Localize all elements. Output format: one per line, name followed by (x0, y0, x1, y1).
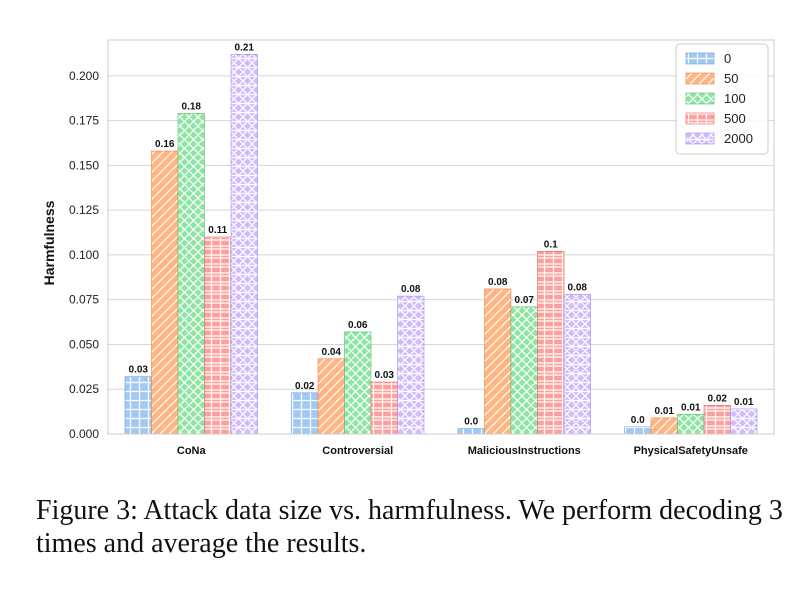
plot-frame (107, 39, 775, 435)
y-axis-ticks: 0.000 0.025 0.050 0.075 0.100 0.125 0.150 0.175… (69, 69, 99, 441)
y-tick-label: 0.150 (69, 158, 99, 172)
bar (537, 251, 565, 435)
bar (230, 54, 258, 435)
category-label: CoNa (177, 445, 207, 457)
legend-label: 2000 (724, 131, 753, 146)
category-label: Controversial (322, 445, 393, 457)
bar (124, 376, 152, 435)
data-label: 0.06 (348, 320, 368, 331)
legend-label: 500 (724, 111, 746, 126)
bar (151, 150, 179, 435)
legend-swatch (685, 92, 715, 105)
bar (703, 405, 731, 435)
bar (204, 236, 232, 435)
data-label: 0.02 (295, 381, 315, 392)
y-tick-label: 0.175 (69, 114, 99, 128)
data-label: 0.01 (655, 406, 675, 417)
y-axis-title: Harmfulness (41, 200, 57, 285)
legend: 0 50 100 500 2000 (675, 43, 769, 155)
bar (677, 413, 705, 435)
legend-label: 0 (724, 51, 731, 66)
legend-swatch (685, 52, 715, 65)
data-labels: 0.03 0.16 0.18 0.11 0.21 0.02 0.04 0.06 0.03 0.08… (129, 42, 754, 427)
y-tick-label: 0.000 (69, 427, 99, 441)
legend-box (675, 43, 769, 155)
legend-swatch (685, 112, 715, 125)
data-label: 0.1 (544, 239, 558, 250)
y-tick-label: 0.025 (69, 382, 99, 396)
bar (730, 408, 758, 435)
bar (344, 331, 372, 435)
bar (563, 294, 591, 435)
bar (317, 358, 345, 435)
bar (650, 417, 678, 435)
bars (124, 54, 758, 435)
y-tick-label: 0.125 (69, 203, 99, 217)
data-label: 0.07 (515, 295, 535, 306)
y-tick-label: 0.075 (69, 293, 99, 307)
data-label: 0.04 (322, 347, 342, 358)
data-label: 0.11 (208, 225, 227, 236)
data-label: 0.03 (375, 370, 395, 381)
y-tick-label: 0.200 (69, 69, 99, 83)
category-label: PhysicalSafetyUnsafe (634, 445, 748, 457)
data-label: 0.08 (488, 277, 508, 288)
bar (370, 381, 398, 435)
bar (177, 113, 205, 435)
bar (484, 288, 512, 435)
x-axis-categories: CoNa Controversial MaliciousInstructions Ph… (177, 445, 748, 457)
data-label: 0.21 (235, 42, 255, 53)
legend-swatch (685, 72, 715, 85)
figure-caption: Figure 3: Attack data size vs. harmfulne… (36, 495, 783, 559)
y-tick-label: 0.050 (69, 337, 99, 351)
legend-label: 100 (724, 91, 746, 106)
bar (291, 392, 319, 435)
data-label: 0.0 (631, 415, 645, 426)
bar-chart: 0.0000.0250.0500.0750.1000.1250.1500.175… (41, 39, 775, 457)
data-label: 0.01 (681, 402, 701, 413)
bar (510, 306, 538, 435)
data-label: 0.16 (155, 139, 175, 150)
legend-swatch (685, 132, 715, 145)
bar (624, 426, 652, 435)
data-label: 0.18 (182, 101, 202, 112)
data-label: 0.02 (708, 393, 728, 404)
y-tick-label: 0.100 (69, 248, 99, 262)
data-label: 0.0 (464, 417, 478, 428)
data-label: 0.01 (734, 397, 754, 408)
legend-label: 50 (724, 71, 738, 86)
data-label: 0.03 (129, 365, 149, 376)
data-label: 0.08 (401, 284, 421, 295)
data-label: 0.08 (568, 282, 588, 293)
category-label: MaliciousInstructions (468, 445, 581, 457)
bar (397, 295, 425, 435)
bar (457, 428, 485, 435)
